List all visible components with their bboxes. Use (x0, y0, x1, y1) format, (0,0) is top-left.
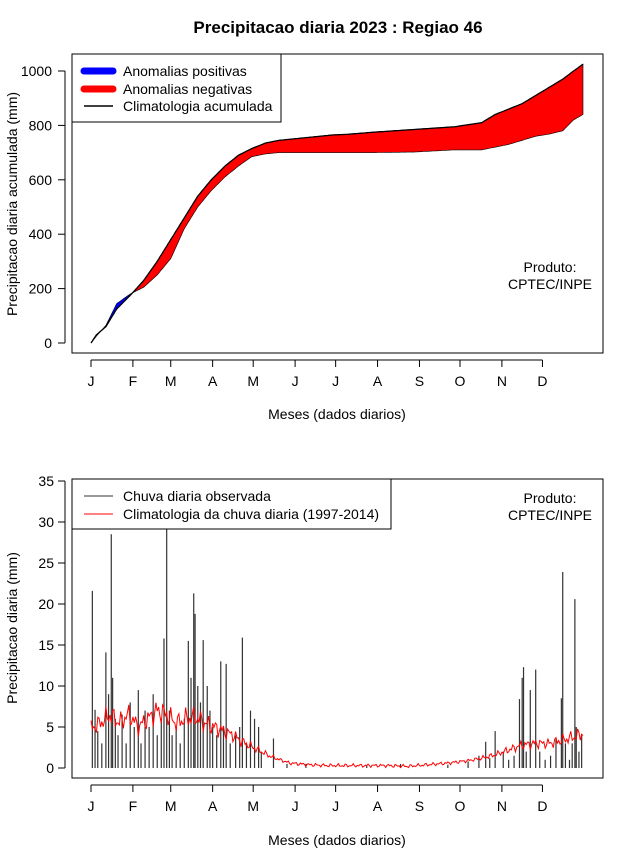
top-x-axis-label: Meses (dados diarios) (268, 406, 406, 422)
legend-label-negative: Anomalias negativas (123, 81, 252, 97)
top-product-label: Produto: (524, 259, 577, 275)
top-x-tick-label: N (497, 373, 507, 389)
chart-title: Precipitacao diaria 2023 : Regiao 46 (193, 18, 482, 37)
top-x-tick-label: J (88, 373, 95, 389)
top-y-axis-label: Precipitacao diaria acumulada (mm) (4, 92, 20, 316)
top-x-tick-label: J (332, 373, 339, 389)
bottom-x-tick-label: J (88, 798, 95, 814)
observed-bars-layer (91, 522, 583, 768)
bottom-x-tick-label: S (415, 798, 424, 814)
top-legend: Anomalias positivas Anomalias negativas … (71, 53, 282, 123)
cumulative-climatology-line (90, 63, 584, 344)
bottom-x-tick-label: M (247, 798, 259, 814)
top-x-tick-label: D (537, 373, 547, 389)
top-y-tick-label: 1000 (21, 63, 52, 79)
top-x-tick-label: M (247, 373, 259, 389)
daily-climatology-line (90, 702, 584, 769)
bottom-x-axis-label: Meses (dados diarios) (268, 832, 406, 848)
bottom-x-tick-label: J (332, 798, 339, 814)
top-y-tick-label: 600 (29, 172, 53, 188)
top-y-axis: 0 200 400 600 800 1000 (21, 63, 66, 351)
legend-label-clim-daily: Climatologia da chuva diaria (1997-2014) (123, 506, 379, 522)
top-x-tick-label: A (373, 373, 383, 389)
bottom-legend: Chuva diaria observada Climatologia da c… (71, 478, 392, 530)
top-y-tick-label: 800 (29, 117, 53, 133)
top-x-tick-label: A (208, 373, 218, 389)
bottom-y-tick-label: 0 (46, 760, 54, 776)
bottom-y-axis-label: Precipitacao diaria (mm) (4, 552, 20, 704)
bottom-x-tick-label: F (129, 798, 138, 814)
top-y-tick-label: 0 (44, 335, 52, 351)
bottom-x-tick-label: A (373, 798, 383, 814)
bottom-x-tick-label: A (208, 798, 218, 814)
bottom-x-tick-label: M (165, 798, 177, 814)
legend-label-positive: Anomalias positivas (123, 63, 247, 79)
top-x-tick-label: M (165, 373, 177, 389)
bottom-x-tick-label: O (455, 798, 466, 814)
bottom-product-label: Produto: (524, 490, 577, 506)
bottom-y-tick-label: 25 (38, 555, 54, 571)
top-product-source: CPTEC/INPE (508, 276, 592, 292)
bottom-x-tick-label: N (497, 798, 507, 814)
bottom-legend-box (71, 478, 392, 530)
bottom-y-tick-label: 10 (38, 678, 54, 694)
legend-label-observed: Chuva diaria observada (123, 488, 271, 504)
top-x-tick-label: J (292, 373, 299, 389)
bottom-y-tick-label: 30 (38, 514, 54, 530)
top-x-tick-label: O (455, 373, 466, 389)
bottom-y-tick-label: 35 (38, 473, 54, 489)
top-y-tick-label: 400 (29, 226, 53, 242)
bottom-x-tick-label: D (537, 798, 547, 814)
bottom-y-axis: 0 5 10 15 20 25 30 35 (38, 473, 66, 776)
daily-precip-chart: 0 5 10 15 20 25 30 35 J F M A M J J A S O N D Meses (dados… (4, 473, 604, 848)
bottom-product-source: CPTEC/INPE (508, 507, 592, 523)
cumulative-precip-chart: 0 200 400 600 800 1000 J F M A M J J A S O N D Meses (da… (4, 53, 604, 422)
top-x-tick-label: F (129, 373, 138, 389)
bottom-x-tick-label: J (292, 798, 299, 814)
top-y-tick-label: 200 (29, 281, 53, 297)
bottom-y-tick-label: 15 (38, 637, 54, 653)
bottom-y-tick-label: 20 (38, 596, 54, 612)
legend-label-climatology: Climatologia acumulada (123, 98, 273, 114)
top-plot-frame (71, 53, 604, 354)
bottom-y-tick-label: 5 (46, 719, 54, 735)
top-x-tick-label: S (415, 373, 424, 389)
